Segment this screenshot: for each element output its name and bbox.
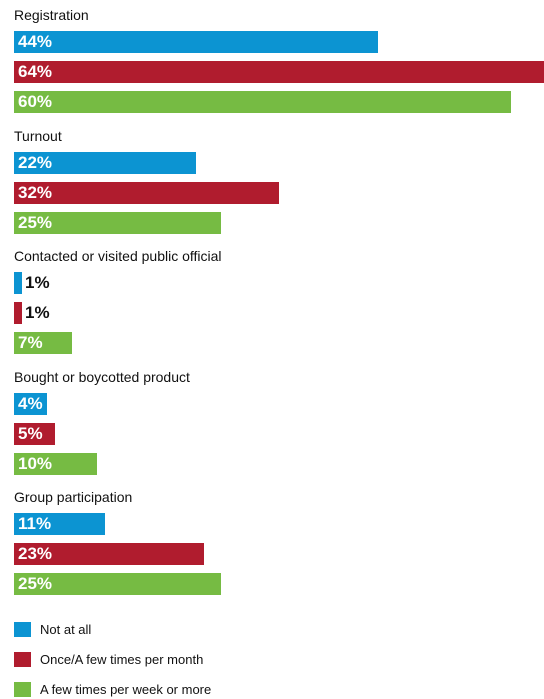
bar-value-label: 22% <box>18 152 53 172</box>
bar-bought-or-boycotted-product-once-a-few-times-per-month <box>14 422 55 445</box>
bar-contacted-or-visited-public-official-a-few-times-per-week-or-more <box>14 332 72 354</box>
legend-swatch <box>14 682 31 697</box>
legend-swatch <box>14 622 31 637</box>
legend-label: A few times per week or more <box>40 682 212 697</box>
bar-value-label: 11% <box>18 514 52 533</box>
bar-value-label: 1% <box>25 273 50 292</box>
group-label-group-participation: Group participation <box>14 489 133 505</box>
bar-registration-not-at-all <box>14 31 378 53</box>
bar-turnout-not-at-all <box>14 151 196 174</box>
legend-item-once-a-few-times-per-month: Once/A few times per month <box>14 651 394 669</box>
bar-value-label: 1% <box>25 303 50 322</box>
bar-contacted-or-visited-public-official-not-at-all <box>14 272 22 294</box>
legend-label: Once/A few times per month <box>40 652 204 667</box>
bar-value-label: 64% <box>18 62 53 81</box>
bar-value-label: 32% <box>18 182 53 202</box>
bar-bought-or-boycotted-product-not-at-all <box>14 392 47 415</box>
bar-group-participation-a-few-times-per-week-or-more <box>14 573 221 595</box>
legend-label: Not at all <box>40 622 92 637</box>
bar-value-label: 25% <box>18 574 53 593</box>
bar-value-label: 23% <box>18 544 53 563</box>
bar-value-label: 5% <box>18 423 43 443</box>
bar-contacted-or-visited-public-official-once-a-few-times-per-month <box>14 302 22 324</box>
group-label-registration: Registration <box>14 7 89 23</box>
bar-registration-once-a-few-times-per-month <box>14 61 544 83</box>
group-label-turnout: Turnout <box>14 127 62 144</box>
bar-value-label: 60% <box>18 92 53 111</box>
bar-turnout-once-a-few-times-per-month <box>14 181 279 204</box>
bar-value-label: 7% <box>18 333 43 352</box>
group-label-contacted-or-visited-public-official: Contacted or visited public official <box>14 248 222 264</box>
bar-value-label: 25% <box>18 212 53 232</box>
bar-turnout-a-few-times-per-week-or-more <box>14 211 221 234</box>
bar-registration-a-few-times-per-week-or-more <box>14 91 511 113</box>
bar-bought-or-boycotted-product-a-few-times-per-week-or-more <box>14 452 97 475</box>
bar-value-label: 10% <box>18 453 53 473</box>
legend-item-not-at-all: Not at all <box>14 621 394 639</box>
legend-item-a-few-times-per-week-or-more: A few times per week or more <box>14 681 394 699</box>
bar-group-participation-not-at-all <box>14 513 105 535</box>
bar-value-label: 4% <box>18 393 43 413</box>
legend-swatch <box>14 652 31 667</box>
bar-group-participation-once-a-few-times-per-month <box>14 543 204 565</box>
bar-value-label: 44% <box>18 32 53 51</box>
group-label-bought-or-boycotted-product: Bought or boycotted product <box>14 368 190 385</box>
